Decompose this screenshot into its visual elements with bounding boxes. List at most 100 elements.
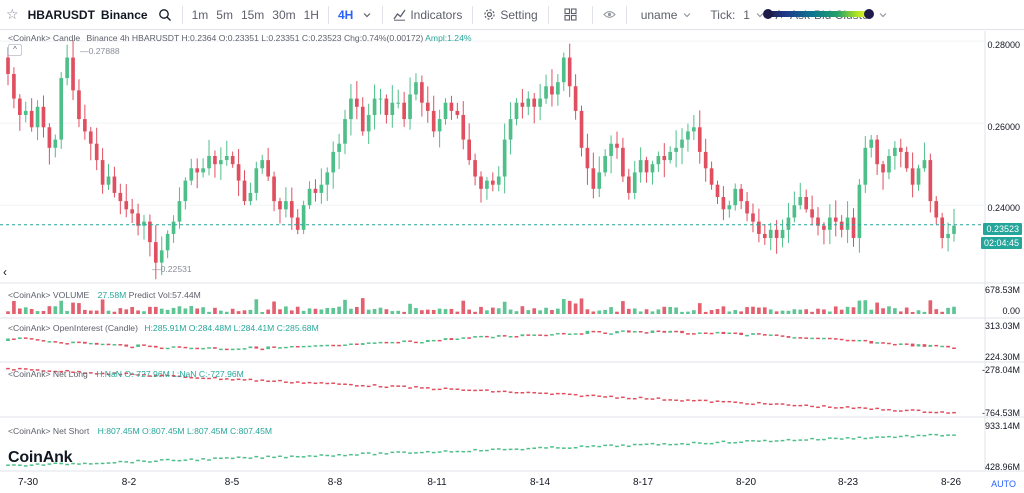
chart-canvas[interactable]: [0, 31, 1024, 493]
symbol-name[interactable]: HBARUSDT: [27, 7, 95, 22]
indicators-button[interactable]: Indicators: [388, 0, 467, 30]
slider-left-handle[interactable]: [763, 9, 773, 19]
netlong-step: [420, 387, 424, 389]
netshort-step: [934, 433, 939, 436]
candle-body: [224, 156, 229, 161]
oi-candle: [136, 344, 140, 347]
candle-body: [455, 110, 460, 115]
volume-bar: [869, 309, 874, 314]
interval-1m[interactable]: 1m: [191, 7, 209, 22]
volume-bar: [437, 308, 442, 314]
candle-body: [47, 127, 52, 148]
volume-bar: [946, 307, 950, 314]
favorite-star-icon[interactable]: ☆: [6, 6, 19, 22]
uname-select[interactable]: uname: [632, 0, 698, 30]
netshort-step: [455, 450, 460, 453]
netshort-step: [402, 451, 406, 453]
oi-candle: [420, 341, 424, 344]
volume-bar: [295, 306, 300, 314]
interval-4h[interactable]: 4H: [337, 7, 354, 22]
eye-icon[interactable]: [598, 0, 621, 30]
netlong-step: [130, 373, 134, 375]
setting-button[interactable]: Setting: [478, 0, 542, 30]
oi-candle: [674, 330, 678, 333]
netshort-step: [686, 443, 690, 446]
volume-bar: [934, 309, 939, 314]
candle-body: [130, 209, 134, 214]
netlong-step: [230, 379, 235, 381]
netshort-step: [508, 448, 513, 451]
netlong-step: [780, 403, 785, 405]
oi-candle: [479, 335, 483, 338]
tick-select[interactable]: Tick: 1: [701, 0, 770, 30]
candle-body: [780, 229, 785, 239]
oi-candle: [449, 338, 454, 341]
volume-bar: [502, 301, 507, 314]
legend-oi-low: L:284.41M: [233, 323, 275, 333]
candle-body: [260, 160, 265, 169]
interval-15m[interactable]: 15m: [240, 7, 265, 22]
chart-area[interactable]: <CoinAnk> Candle Binance 4h HBARUSDT H:0…: [0, 31, 1024, 493]
oi-candle: [366, 342, 371, 344]
candle-body: [556, 82, 560, 95]
volume-bar: [804, 309, 809, 314]
netshort-step: [898, 435, 903, 438]
netshort-step: [585, 445, 590, 448]
oi-candle: [644, 332, 649, 334]
legend-netshort-name: <CoinAnk> Net Short: [8, 426, 90, 436]
netshort-step: [697, 442, 702, 444]
oi-candle: [869, 340, 874, 344]
collapse-legend-button[interactable]: ^: [8, 44, 22, 56]
netlong-step: [697, 399, 702, 402]
volume-bar: [284, 306, 288, 314]
volume-bar: [520, 306, 525, 314]
heatmap-range-slider[interactable]: [766, 11, 868, 17]
oi-candle: [774, 334, 779, 336]
netlong-step: [266, 380, 270, 383]
exchange-name[interactable]: Binance: [100, 7, 148, 22]
volume-bar: [816, 308, 820, 314]
volume-bar: [47, 306, 52, 314]
interval-30m[interactable]: 30m: [272, 7, 296, 22]
price-axis-label: 0.26000: [987, 122, 1020, 132]
oi-candle: [502, 335, 507, 337]
netlong-step: [674, 399, 678, 402]
oi-candle: [561, 332, 566, 335]
volume-bar: [414, 308, 418, 314]
chevron-left-icon[interactable]: ‹: [3, 265, 7, 279]
interval-1h[interactable]: 1H: [303, 7, 319, 22]
candle-body: [816, 217, 820, 226]
netlong-step: [934, 411, 939, 414]
volume-bar: [526, 310, 531, 314]
netshort-step: [29, 464, 34, 466]
netshort-step: [224, 457, 229, 459]
candle-body: [532, 98, 537, 107]
netlong-step: [591, 394, 596, 397]
candle-body: [443, 102, 448, 120]
legend-candle-amplitude: Ampl:1.24%: [425, 33, 472, 43]
oi-candle: [556, 332, 560, 335]
interval-5m[interactable]: 5m: [216, 7, 233, 22]
candle-body: [692, 127, 696, 132]
netlong-step: [709, 401, 714, 403]
netshort-step: [757, 440, 761, 442]
netlong-step: [822, 405, 826, 407]
search-icon[interactable]: [153, 0, 177, 30]
oi-candle: [650, 330, 655, 333]
candle-body: [272, 176, 276, 202]
oi-candle: [313, 345, 318, 347]
netlong-step: [136, 374, 140, 376]
oi-candle: [124, 344, 129, 347]
oi-candle: [396, 341, 401, 344]
netshort-step: [396, 451, 401, 453]
candle-body: [295, 217, 300, 230]
layout-grid-icon[interactable]: [554, 0, 587, 30]
chevron-down-icon[interactable]: [357, 0, 377, 30]
legend-oi-name: <CoinAnk> OpenInterest (Candle): [8, 323, 138, 333]
slider-right-handle[interactable]: [864, 9, 874, 19]
netshort-step: [289, 455, 294, 457]
oi-candle: [301, 345, 306, 348]
auto-scale-button[interactable]: AUTO: [991, 479, 1016, 489]
netlong-step: [644, 398, 649, 400]
candle-body: [136, 213, 140, 226]
